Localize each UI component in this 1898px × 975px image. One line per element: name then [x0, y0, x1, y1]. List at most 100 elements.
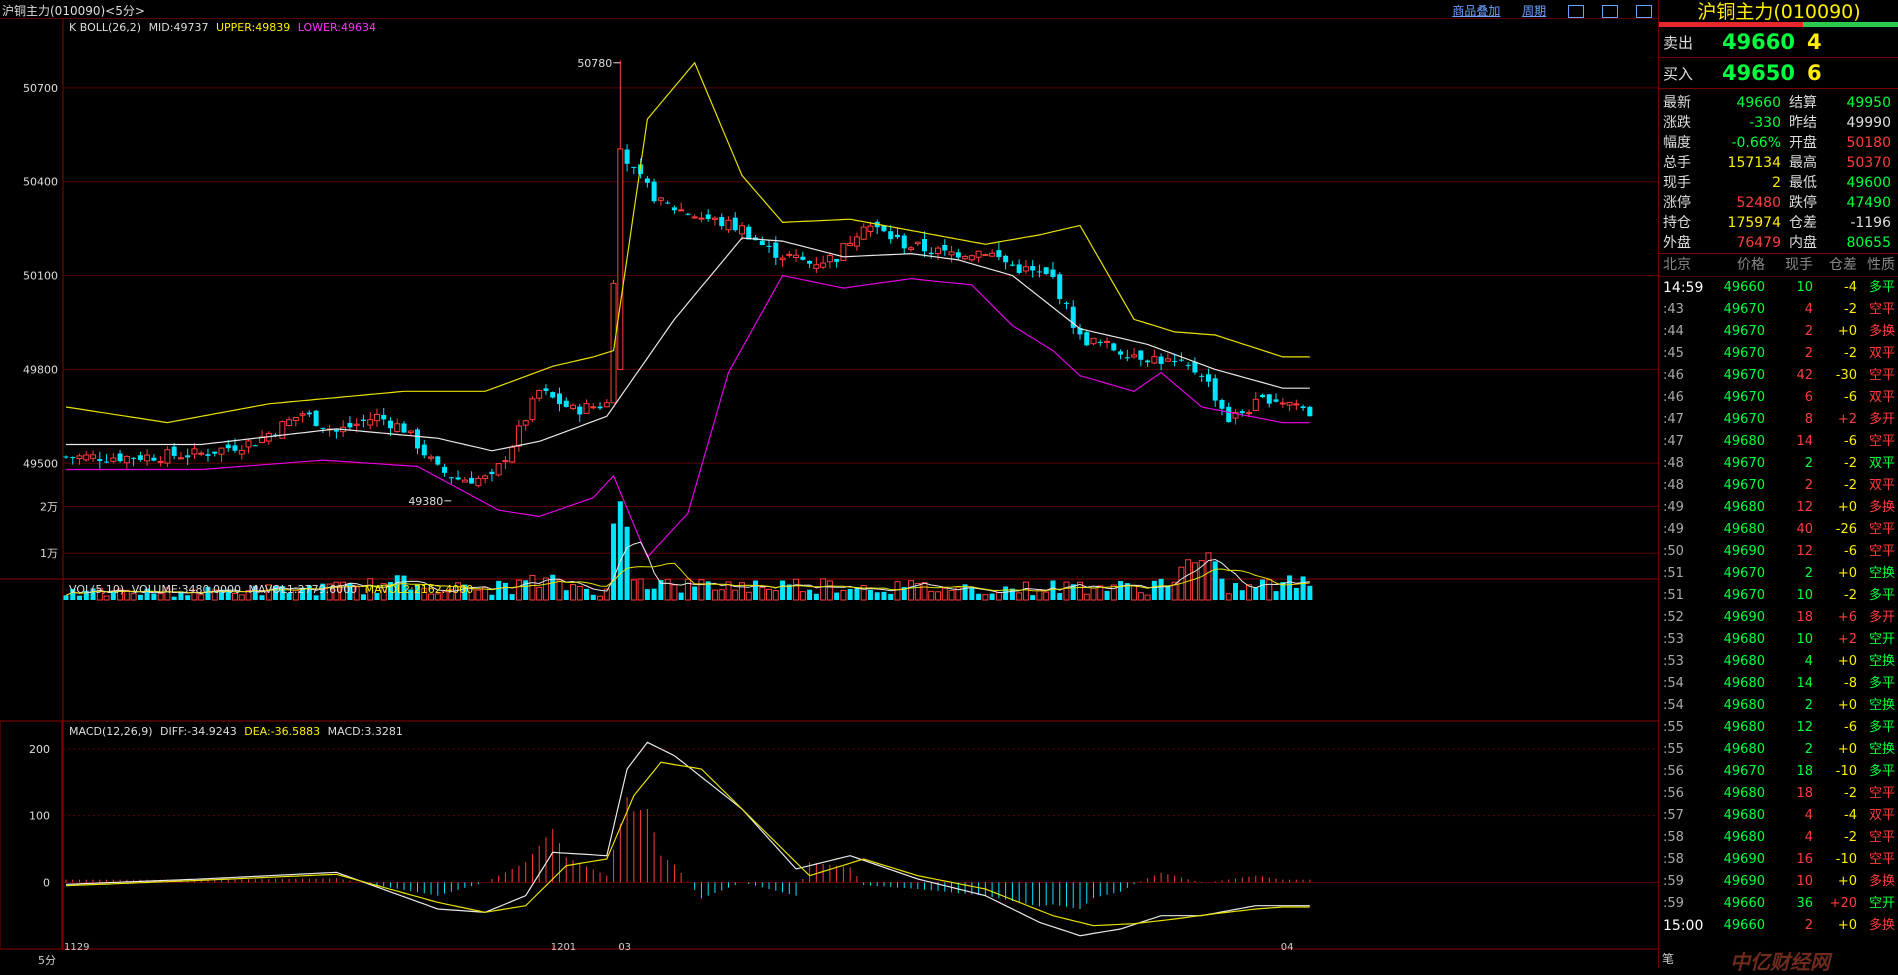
volume-bar — [1287, 575, 1293, 600]
candle-body — [1063, 302, 1069, 304]
volume-bar — [921, 582, 928, 601]
candle-body — [489, 471, 495, 475]
tick-price: 49660 — [1723, 280, 1765, 295]
candle-body — [1050, 269, 1056, 277]
candle-body — [117, 453, 123, 462]
window-titlebar: 沪铜主力(010090)<5分> 商品叠加 周期 — [0, 0, 1658, 19]
tick-volume: 14 — [1796, 676, 1813, 691]
candle-body — [320, 427, 326, 429]
candle-body — [834, 258, 840, 262]
volume-bar — [306, 585, 312, 600]
buy-quote: 买入 49650 6 — [1659, 58, 1898, 89]
time-tick-label: 1201 — [551, 942, 576, 950]
volume-bar — [448, 589, 455, 601]
candle-body — [1070, 306, 1076, 328]
time-axis: 1129 1201 03 04 — [64, 942, 1294, 950]
volume-bar — [205, 586, 211, 600]
candle-body — [1111, 343, 1117, 351]
volume-bar — [455, 582, 462, 601]
volume-bar — [77, 595, 83, 600]
candle-body — [705, 214, 711, 220]
volume-bar — [164, 587, 171, 601]
tick-nature: 多平 — [1868, 588, 1895, 603]
volume-bar — [948, 589, 955, 601]
volume-bar — [273, 585, 279, 600]
candle-body — [76, 455, 83, 460]
tick-row: :55 49680 12 -6 多平 — [1659, 717, 1898, 739]
candle-body — [360, 419, 366, 421]
volume-bar — [1003, 586, 1009, 600]
tick-oi-change: -10 — [1835, 764, 1857, 779]
stat-value: 76479 — [1736, 235, 1781, 251]
ticks-list[interactable]: 14:59 49660 10 -4 多平:43 49670 4 -2 空平:44 49670 2 +0… — [1659, 277, 1898, 937]
candle-body — [644, 178, 650, 183]
candle-body — [657, 197, 664, 201]
candle-body — [914, 241, 921, 245]
period-link[interactable]: 周期 — [1522, 4, 1547, 18]
volume-bar — [401, 575, 407, 600]
candle-body — [123, 455, 130, 464]
price-tick-label: 50100 — [23, 270, 58, 283]
candle-body — [1260, 394, 1266, 398]
watermark-logo: 中亿财经网 — [1730, 950, 1830, 974]
tick-price: 49680 — [1723, 522, 1765, 537]
tick-nature: 多开 — [1868, 412, 1895, 427]
stat-label: 昨结 — [1789, 115, 1817, 131]
volume-bar — [780, 580, 786, 600]
candle-body — [1118, 351, 1124, 355]
tick-volume: 4 — [1804, 808, 1813, 823]
volume-legend: VOL(5,10) VOLUME:3480.0000 MAVOL1:2779.6… — [69, 583, 473, 596]
tick-nature: 多换 — [1868, 324, 1895, 339]
close-window-icon[interactable] — [1636, 5, 1652, 18]
candle-body — [968, 255, 975, 261]
restore-window-icon[interactable] — [1568, 5, 1584, 18]
candle-body — [259, 436, 266, 443]
volume-bar — [103, 595, 110, 601]
tick-row: :48 49670 2 -2 双平 — [1659, 475, 1898, 497]
time-tick-label: 1129 — [64, 942, 89, 950]
tick-price: 49680 — [1723, 720, 1765, 735]
tick-oi-change: +6 — [1837, 610, 1857, 625]
candle-body — [191, 448, 198, 455]
candle-body — [698, 217, 705, 220]
tick-footer[interactable]: 笔 — [1662, 952, 1675, 966]
candle-body — [1030, 266, 1036, 271]
candle-body — [719, 217, 725, 227]
candle-body — [746, 226, 752, 240]
tick-row: :49 49680 12 +0 多换 — [1659, 497, 1898, 519]
stat-label: 外盘 — [1663, 235, 1691, 251]
tick-nature: 空平 — [1868, 544, 1895, 559]
volume-bar — [630, 579, 637, 601]
chart-gridlines — [63, 87, 1658, 883]
candle-body — [333, 429, 339, 432]
kline-chart[interactable]: 50700 50400 50100 49800 49500 2万 1万 200 100 0 507… — [0, 19, 1658, 950]
tick-time: :48 — [1663, 456, 1684, 471]
tick-volume: 2 — [1804, 324, 1813, 339]
chart-annotations: 50780 49380 — [408, 57, 621, 508]
candle-body — [1003, 255, 1009, 263]
commodity-overlay-link[interactable]: 商品叠加 — [1452, 4, 1501, 18]
volume-bar — [820, 578, 827, 601]
volume-bar — [1110, 584, 1117, 601]
volume-bar — [1266, 579, 1273, 601]
tick-oi-change: +0 — [1837, 918, 1857, 933]
tick-oi-change: -4 — [1844, 808, 1857, 823]
volume-bar — [1070, 584, 1076, 600]
volume-bar — [529, 574, 536, 601]
tick-price: 49680 — [1723, 676, 1765, 691]
tick-price: 49680 — [1723, 434, 1765, 449]
tick-time: :43 — [1663, 302, 1684, 317]
price-tick-label: 49800 — [23, 363, 58, 376]
tick-volume: 2 — [1804, 698, 1813, 713]
candle-body — [157, 460, 164, 463]
tick-oi-change: -2 — [1844, 478, 1857, 493]
volume-bar — [90, 588, 96, 600]
volume-bar — [766, 588, 773, 601]
volume-bar — [415, 584, 421, 600]
volume-bar — [1009, 588, 1015, 600]
volume-bar — [137, 594, 143, 600]
candle-body — [1104, 340, 1111, 343]
volume-bar — [123, 589, 130, 601]
volume-bar — [732, 589, 739, 601]
maximize-window-icon[interactable] — [1602, 5, 1618, 18]
